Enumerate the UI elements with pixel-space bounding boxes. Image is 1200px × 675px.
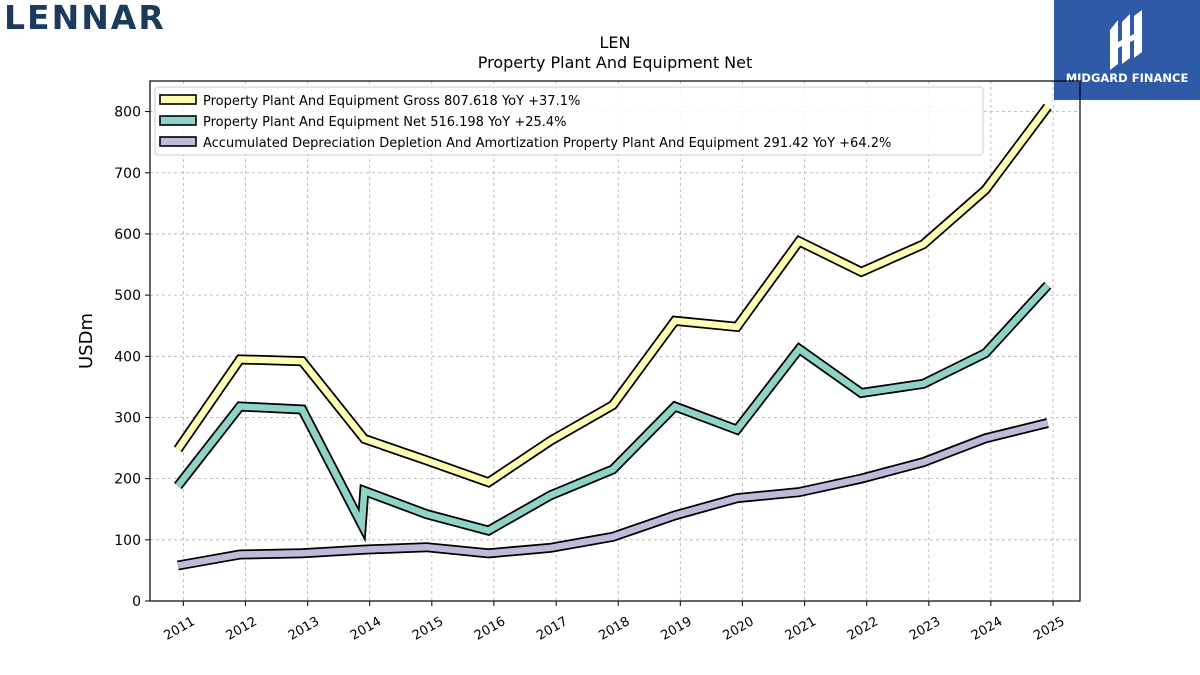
plot-frame xyxy=(149,80,1081,602)
x-tick-label: 2014 xyxy=(348,614,384,644)
legend-swatch xyxy=(159,136,197,147)
x-tick-label: 2017 xyxy=(534,614,570,644)
y-axis: 0 100 200 300 400 500 600 700 800 xyxy=(114,105,150,610)
x-tick-label: 2021 xyxy=(783,614,819,644)
y-axis-label: USDm xyxy=(76,313,97,369)
lennar-logo: LENNAR xyxy=(4,2,166,34)
chart-title: LEN xyxy=(600,33,631,52)
x-tick-label: 2019 xyxy=(658,614,694,644)
legend-label: Property Plant And Equipment Net 516.198… xyxy=(203,115,567,130)
series-line xyxy=(175,104,1051,486)
x-tick-label: 2022 xyxy=(845,614,881,644)
x-tick-label: 2024 xyxy=(969,614,1005,644)
x-tick-label: 2012 xyxy=(224,614,260,644)
x-tick-label: 2015 xyxy=(410,614,446,644)
y-tick-label: 400 xyxy=(114,349,141,365)
midgard-emblem-icon xyxy=(1110,10,1142,70)
series-line xyxy=(177,419,1049,569)
y-tick-label: 200 xyxy=(114,472,141,488)
legend-box xyxy=(154,86,984,156)
midgard-logo-graphic: MIDGARD FINANCE xyxy=(1066,10,1189,85)
legend-label: Property Plant And Equipment Gross 807.6… xyxy=(203,94,580,109)
x-tick-label: 2025 xyxy=(1031,614,1067,644)
y-tick-label: 100 xyxy=(114,533,141,549)
series-outline xyxy=(177,418,1049,571)
y-tick-label: 300 xyxy=(114,410,141,426)
midgard-finance-logo: MIDGARD FINANCE xyxy=(1054,0,1200,100)
legend-label: Accumulated Depreciation Depletion And A… xyxy=(203,136,891,151)
y-tick-label: 500 xyxy=(114,288,141,304)
y-tick-label: 800 xyxy=(114,105,141,121)
x-tick-label: 2013 xyxy=(286,614,322,644)
y-tick-label: 0 xyxy=(132,594,141,610)
legend-swatch xyxy=(159,115,197,126)
series-lines xyxy=(173,103,1052,571)
midgard-logo-text: MIDGARD FINANCE xyxy=(1066,71,1189,85)
x-tick-label: 2023 xyxy=(907,614,943,644)
legend: Property Plant And Equipment Gross 807.6… xyxy=(154,86,984,156)
x-tick-label: 2011 xyxy=(162,614,198,644)
x-tick-label: 2020 xyxy=(721,614,757,644)
x-axis: 2011 2012 2013 2014 2015 2016 2017 2018 2019 2020… xyxy=(162,601,1067,644)
y-tick-label: 700 xyxy=(114,166,141,182)
y-tick-label: 600 xyxy=(114,227,141,243)
x-tick-label: 2018 xyxy=(596,614,632,644)
lennar-logo-text: LENNAR xyxy=(4,2,166,34)
chart-subtitle: Property Plant And Equipment Net xyxy=(478,53,753,72)
series-line xyxy=(175,283,1051,537)
grid xyxy=(150,81,1080,602)
legend-swatch xyxy=(159,94,197,105)
x-tick-label: 2016 xyxy=(472,614,508,644)
